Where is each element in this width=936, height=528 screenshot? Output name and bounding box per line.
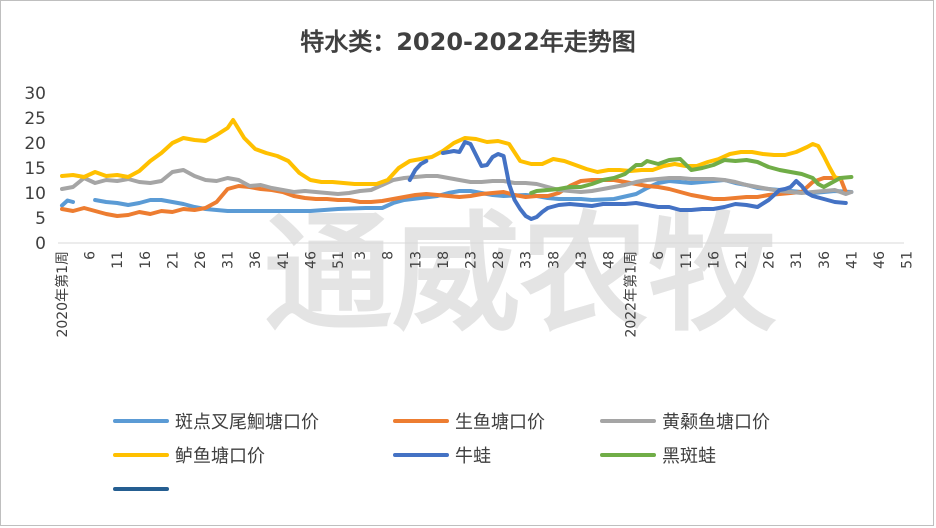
legend-item: 黑斑蛙	[600, 446, 716, 467]
x-tick-label: 48	[601, 251, 617, 269]
x-tick-label: 41	[844, 251, 860, 269]
x-tick-label: 2022年第1周	[623, 251, 640, 338]
x-tick-label: 26	[762, 251, 778, 269]
x-tick-label: 11	[110, 251, 126, 269]
x-tick-label: 18	[436, 251, 452, 269]
x-tick-label: 6	[83, 251, 99, 260]
x-tick-label: 43	[574, 251, 590, 269]
series-line-4	[407, 140, 848, 221]
chart-title: 特水类：2020-2022年走势图	[300, 28, 636, 56]
series-line-3	[60, 118, 843, 186]
x-tick-label: 46	[303, 251, 319, 269]
series-line-2	[60, 168, 854, 196]
x-tick-label: 26	[193, 251, 209, 269]
legend-item: 鲈鱼塘口价	[113, 446, 265, 467]
watermark: 通威农牧	[264, 200, 777, 349]
x-tick-label: 31	[789, 251, 805, 269]
legend-item: 斑点叉尾鮰塘口价	[113, 412, 319, 433]
x-tick-label: 21	[734, 251, 750, 269]
x-tick-label: 16	[706, 251, 722, 269]
legend-item: 黄颡鱼塘口价	[600, 412, 770, 433]
x-axis: 2020年第1周 6 11 16 21 26 31 36 41 46 51 3 8 13 18 23 28 33 3…	[54, 251, 916, 338]
series-line-5	[529, 157, 854, 195]
legend-item: 生鱼塘口价	[393, 412, 545, 433]
y-tick-label: 20	[24, 134, 46, 154]
x-tick-label: 2020年第1周	[54, 251, 71, 338]
legend-label: 黑斑蛙	[662, 446, 716, 467]
x-tick-label: 46	[872, 251, 888, 269]
x-tick-label: 51	[331, 251, 347, 269]
legend-label: 牛蛙	[455, 446, 491, 467]
x-tick-label: 16	[138, 251, 154, 269]
x-tick-label: 6	[651, 251, 667, 260]
y-tick-label: 30	[24, 84, 46, 104]
y-axis: 0 5 10 15 20 25 30	[24, 84, 46, 254]
legend-label: 斑点叉尾鮰塘口价	[175, 412, 319, 433]
x-tick-label: 11	[679, 251, 695, 269]
legend-label: 鲈鱼塘口价	[175, 446, 265, 467]
x-tick-label: 38	[546, 251, 562, 269]
y-tick-label: 0	[35, 234, 46, 254]
x-tick-label: 31	[221, 251, 237, 269]
y-tick-label: 5	[35, 209, 46, 229]
y-tick-label: 15	[24, 159, 46, 179]
x-tick-label: 41	[276, 251, 292, 269]
legend-item: 牛蛙	[393, 446, 491, 467]
x-tick-label: 36	[248, 251, 264, 269]
x-tick-label: 23	[463, 251, 479, 269]
x-tick-label: 51	[900, 251, 916, 269]
x-tick-label: 3	[353, 251, 369, 260]
x-tick-label: 8	[381, 251, 397, 260]
y-tick-label: 10	[24, 184, 46, 204]
series-line-1	[60, 176, 848, 218]
y-tick-label: 25	[24, 109, 46, 129]
x-tick-label: 28	[491, 251, 507, 269]
x-tick-label: 13	[408, 251, 424, 269]
legend-label: 生鱼塘口价	[455, 412, 545, 433]
x-tick-label: 36	[817, 251, 833, 269]
plot-area	[60, 118, 854, 221]
x-tick-label: 33	[519, 251, 535, 269]
legend-label: 黄颡鱼塘口价	[662, 412, 770, 433]
x-tick-label: 21	[165, 251, 181, 269]
